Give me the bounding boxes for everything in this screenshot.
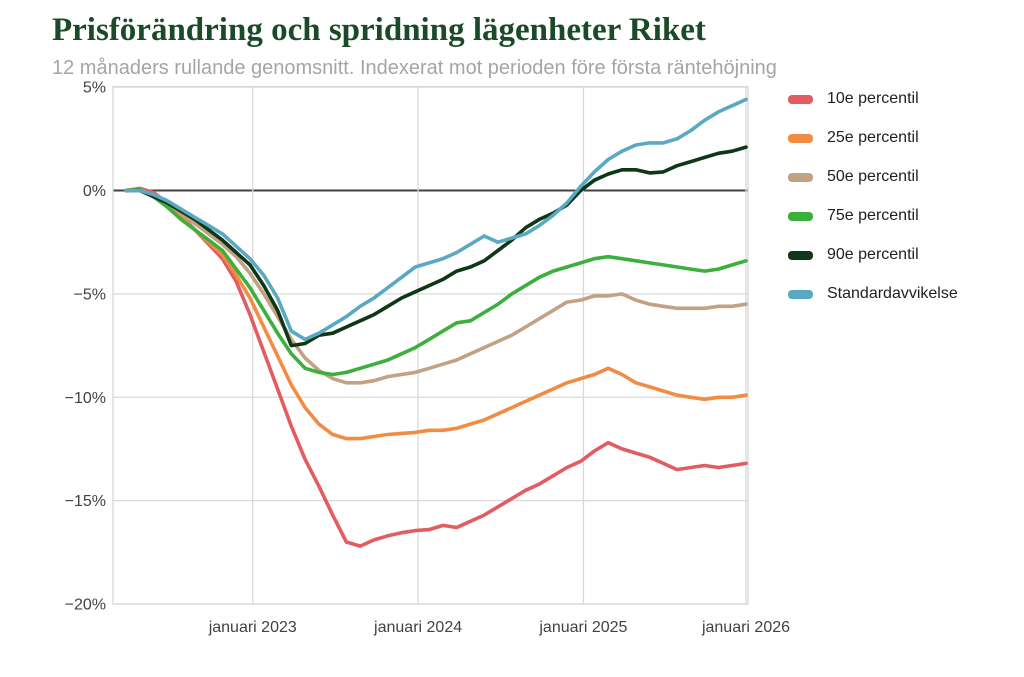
legend-item-75e-percentil: 75e percentil bbox=[788, 207, 958, 225]
x-tick-label: januari 2023 bbox=[208, 619, 297, 636]
series-line-standardavvikelse bbox=[124, 97, 748, 342]
y-tick-label: −15% bbox=[65, 493, 106, 510]
legend-label: 25e percentil bbox=[827, 129, 919, 146]
legend-label: 90e percentil bbox=[827, 246, 919, 263]
y-tick-label: −20% bbox=[65, 597, 106, 614]
legend-swatch-50e-percentil bbox=[788, 172, 813, 182]
x-tick-label: januari 2024 bbox=[373, 619, 462, 636]
legend-label: 75e percentil bbox=[827, 207, 919, 224]
series-line-50e-percentil bbox=[124, 187, 748, 385]
legend-label: Standardavvikelse bbox=[827, 285, 958, 302]
series-line-10e-percentil bbox=[124, 186, 748, 548]
legend-swatch-75e-percentil bbox=[788, 211, 813, 221]
y-tick-label: 5% bbox=[83, 80, 106, 97]
legend-swatch-25e-percentil bbox=[788, 133, 813, 143]
chart-legend: 10e percentil 25e percentil 50e percenti… bbox=[788, 90, 958, 303]
legend-item-50e-percentil: 50e percentil bbox=[788, 168, 958, 186]
legend-swatch-10e-percentil bbox=[788, 94, 813, 104]
chart-subtitle: 12 månaders rullande genomsnitt. Indexer… bbox=[52, 57, 777, 79]
series-line-75e-percentil bbox=[124, 187, 748, 377]
x-tick-label: januari 2026 bbox=[701, 619, 790, 636]
legend-item-90e-percentil: 90e percentil bbox=[788, 246, 958, 264]
y-tick-label: −10% bbox=[65, 390, 106, 407]
y-tick-label: −5% bbox=[74, 286, 106, 303]
chart-title: Prisförändring och spridning lägenheter … bbox=[52, 12, 706, 48]
plot-border bbox=[112, 85, 749, 605]
series-line-90e-percentil bbox=[124, 145, 748, 348]
series-line-25e-percentil bbox=[124, 187, 748, 441]
legend-swatch-standardavvikelse bbox=[788, 289, 813, 299]
legend-item-10e-percentil: 10e percentil bbox=[788, 90, 958, 108]
x-tick-label: januari 2025 bbox=[538, 619, 627, 636]
legend-item-25e-percentil: 25e percentil bbox=[788, 129, 958, 147]
legend-swatch-90e-percentil bbox=[788, 250, 813, 260]
legend-item-standardavvikelse: Standardavvikelse bbox=[788, 285, 958, 303]
legend-label: 50e percentil bbox=[827, 168, 919, 185]
y-tick-label: 0% bbox=[83, 183, 106, 200]
legend-label: 10e percentil bbox=[827, 90, 919, 107]
